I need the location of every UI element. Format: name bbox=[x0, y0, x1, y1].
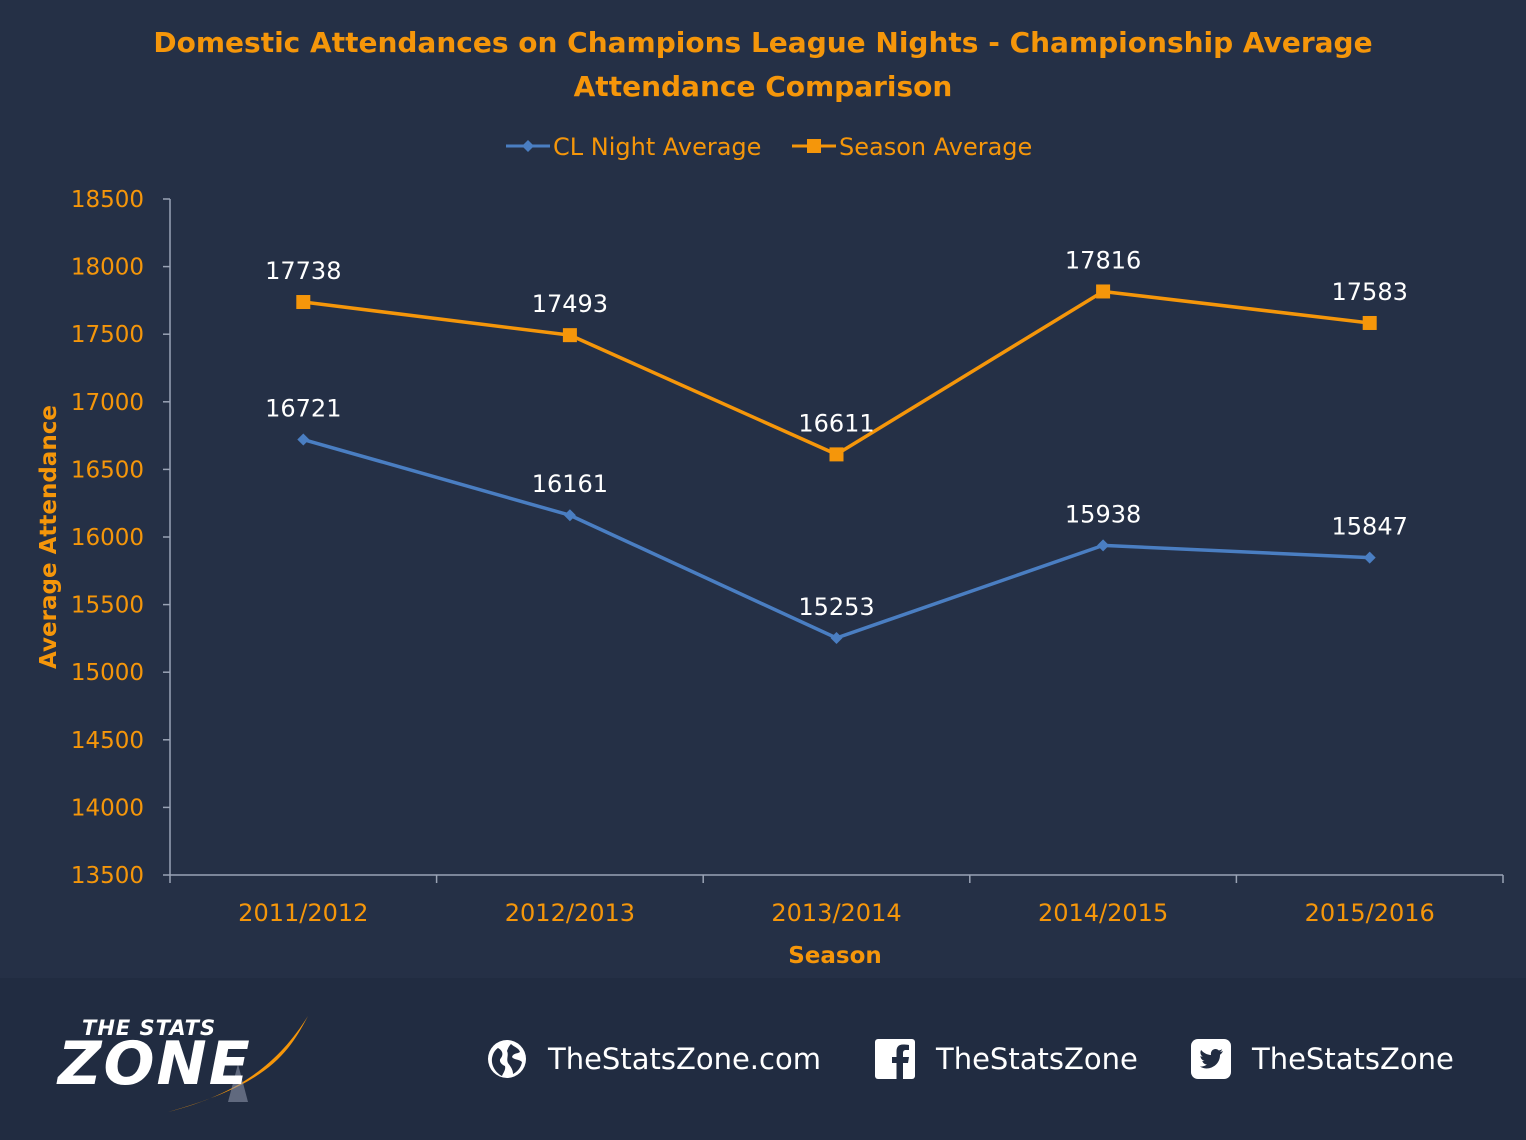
footer-banner: THE STATS ZONE TheStatsZone.com TheStats… bbox=[0, 978, 1526, 1140]
x-tick-label: 2011/2012 bbox=[238, 899, 368, 927]
chart-title-line: Attendance Comparison bbox=[574, 70, 953, 103]
chart-panel: Domestic Attendances on Champions League… bbox=[36, 26, 1504, 969]
data-point-season bbox=[1096, 284, 1111, 299]
line-chart: Domestic Attendances on Champions League… bbox=[36, 26, 1504, 969]
y-tick-label: 13500 bbox=[71, 863, 144, 889]
logo-text-bottom: ZONE bbox=[58, 1029, 252, 1099]
x-tick-label: 2014/2015 bbox=[1038, 899, 1168, 927]
data-label-cl-night: 15938 bbox=[1065, 500, 1141, 528]
data-point-cl-night bbox=[1363, 551, 1376, 564]
data-label-cl-night: 16721 bbox=[265, 395, 341, 423]
x-tick-label: 2015/2016 bbox=[1305, 899, 1435, 927]
data-point-cl-night bbox=[1097, 539, 1110, 552]
y-tick-label: 15500 bbox=[71, 593, 144, 619]
x-tick-label: 2013/2014 bbox=[771, 899, 901, 927]
data-label-cl-night: 16161 bbox=[532, 470, 608, 498]
legend-marker-season bbox=[807, 139, 821, 153]
y-tick-label: 17000 bbox=[71, 390, 144, 416]
legend-label-cl-night: CL Night Average bbox=[553, 133, 761, 161]
data-point-season bbox=[562, 328, 577, 343]
facebook-icon bbox=[875, 1039, 915, 1079]
data-label-season: 17583 bbox=[1332, 278, 1408, 306]
y-tick-label: 16500 bbox=[71, 457, 144, 483]
y-tick-label: 14000 bbox=[71, 795, 144, 821]
data-point-season bbox=[296, 295, 311, 310]
logo-text-top: THE STATS bbox=[82, 1016, 217, 1040]
y-tick-label: 15000 bbox=[71, 660, 144, 686]
website-label: TheStatsZone.com bbox=[548, 1042, 821, 1076]
data-label-cl-night: 15847 bbox=[1332, 513, 1408, 541]
data-label-season: 17816 bbox=[1065, 246, 1141, 274]
y-tick-label: 18500 bbox=[71, 187, 144, 213]
twitter-link[interactable]: TheStatsZone bbox=[1190, 1038, 1454, 1080]
stats-zone-logo: THE STATS ZONE bbox=[58, 1014, 328, 1114]
website-link[interactable]: TheStatsZone.com bbox=[486, 1038, 821, 1080]
data-label-season: 17738 bbox=[265, 257, 341, 285]
x-tick-label: 2012/2013 bbox=[505, 899, 635, 927]
y-tick-label: 14500 bbox=[71, 728, 144, 754]
y-tick-label: 18000 bbox=[71, 255, 144, 281]
data-label-season: 17493 bbox=[532, 290, 608, 318]
legend-marker-cl-night bbox=[522, 140, 534, 152]
data-label-cl-night: 15253 bbox=[798, 593, 874, 621]
data-point-cl-night bbox=[297, 433, 310, 446]
chart-title-line: Domestic Attendances on Champions League… bbox=[153, 26, 1372, 59]
data-point-season bbox=[1362, 315, 1377, 330]
data-point-season bbox=[829, 447, 844, 462]
legend-label-season: Season Average bbox=[839, 133, 1032, 161]
data-point-cl-night bbox=[830, 631, 843, 644]
globe-icon bbox=[488, 1040, 526, 1078]
data-label-season: 16611 bbox=[798, 409, 874, 437]
twitter-label: TheStatsZone bbox=[1252, 1042, 1454, 1076]
y-tick-label: 17500 bbox=[71, 322, 144, 348]
x-axis-title: Season bbox=[788, 943, 882, 969]
data-point-cl-night bbox=[563, 509, 576, 522]
facebook-link[interactable]: TheStatsZone bbox=[874, 1038, 1138, 1080]
y-tick-label: 16000 bbox=[71, 525, 144, 551]
logo-swoosh-icon bbox=[168, 1016, 308, 1112]
twitter-icon bbox=[1191, 1039, 1231, 1079]
y-axis-title: Average Attendance bbox=[36, 405, 62, 669]
facebook-label: TheStatsZone bbox=[936, 1042, 1138, 1076]
